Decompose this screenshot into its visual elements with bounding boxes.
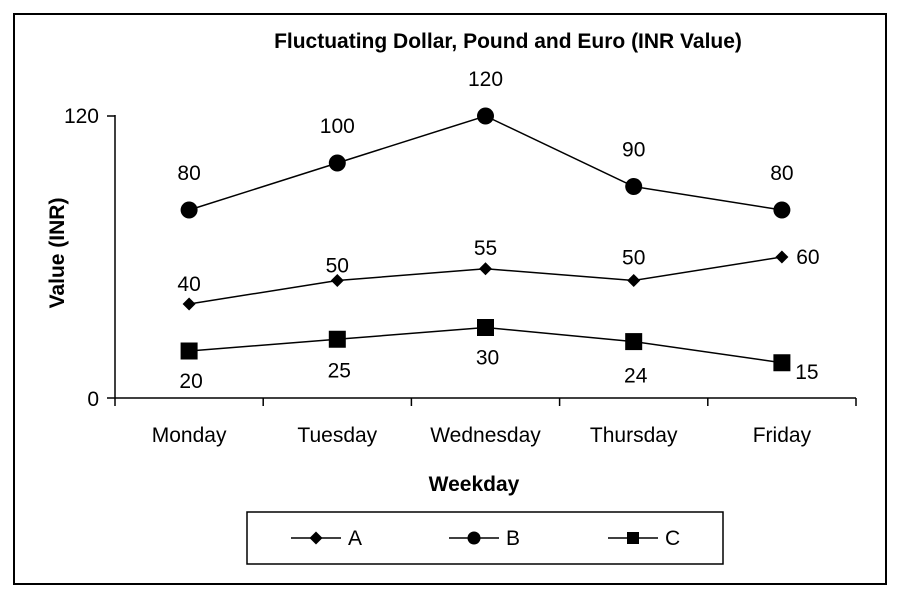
data-label-A: 55 [474, 237, 497, 260]
data-label-A: 40 [177, 273, 200, 296]
data-label-C: 24 [624, 365, 648, 388]
series-B-point [180, 201, 198, 219]
series-C-point [625, 333, 643, 351]
legend: A B C [291, 527, 680, 550]
series-B-point [625, 178, 643, 195]
series-B-point [477, 107, 494, 125]
series-A-point [330, 274, 344, 287]
series-A-point [775, 250, 789, 264]
x-tick-labels: Monday Tuesday Wednesday Thursday Friday [152, 424, 812, 447]
data-label-B: 80 [770, 162, 793, 185]
data-label-C: 15 [795, 361, 818, 384]
x-tick-label: Tuesday [297, 424, 377, 447]
chart-frame [13, 13, 887, 585]
data-label-B: 120 [468, 68, 503, 91]
x-ticks [114, 398, 857, 406]
series-C-point [773, 354, 791, 372]
data-labels: 40 50 55 50 60 80 100 120 90 80 20 25 30 24 15 [177, 68, 819, 393]
y-axis-title: Value (INR) [46, 198, 69, 309]
x-tick-label: Thursday [590, 424, 678, 447]
data-label-C: 20 [179, 370, 202, 393]
series-C-point [328, 330, 346, 348]
data-label-A: 50 [326, 255, 349, 278]
series-C-point [477, 319, 494, 336]
data-label-C: 30 [476, 347, 499, 370]
series-B-point [328, 154, 346, 172]
series-A-point [627, 274, 641, 287]
legend-marker-B [467, 531, 481, 545]
series-C-point [180, 342, 198, 360]
legend-label-C: C [665, 527, 680, 550]
y-tick-label-max: 120 [64, 105, 99, 128]
data-label-A: 50 [622, 247, 645, 270]
legend-marker-A [309, 531, 323, 545]
series-A-point [479, 262, 492, 276]
x-tick-label: Friday [753, 424, 812, 447]
data-label-B: 100 [320, 115, 355, 138]
data-label-B: 80 [177, 162, 200, 185]
x-tick-label: Monday [152, 424, 227, 447]
legend-label-B: B [506, 527, 520, 550]
series-B-point [773, 201, 791, 219]
series-A-point [182, 297, 196, 311]
y-tick-label-min: 0 [87, 388, 99, 411]
x-tick-label: Wednesday [430, 424, 541, 447]
legend-marker-C [627, 532, 639, 544]
series-layer [180, 107, 791, 372]
data-label-A: 60 [796, 246, 819, 269]
chart-title: Fluctuating Dollar, Pound and Euro (INR … [274, 30, 742, 53]
data-label-B: 90 [622, 139, 645, 162]
data-label-C: 25 [328, 359, 351, 382]
x-axis-title: Weekday [429, 473, 520, 496]
legend-label-A: A [348, 527, 362, 550]
